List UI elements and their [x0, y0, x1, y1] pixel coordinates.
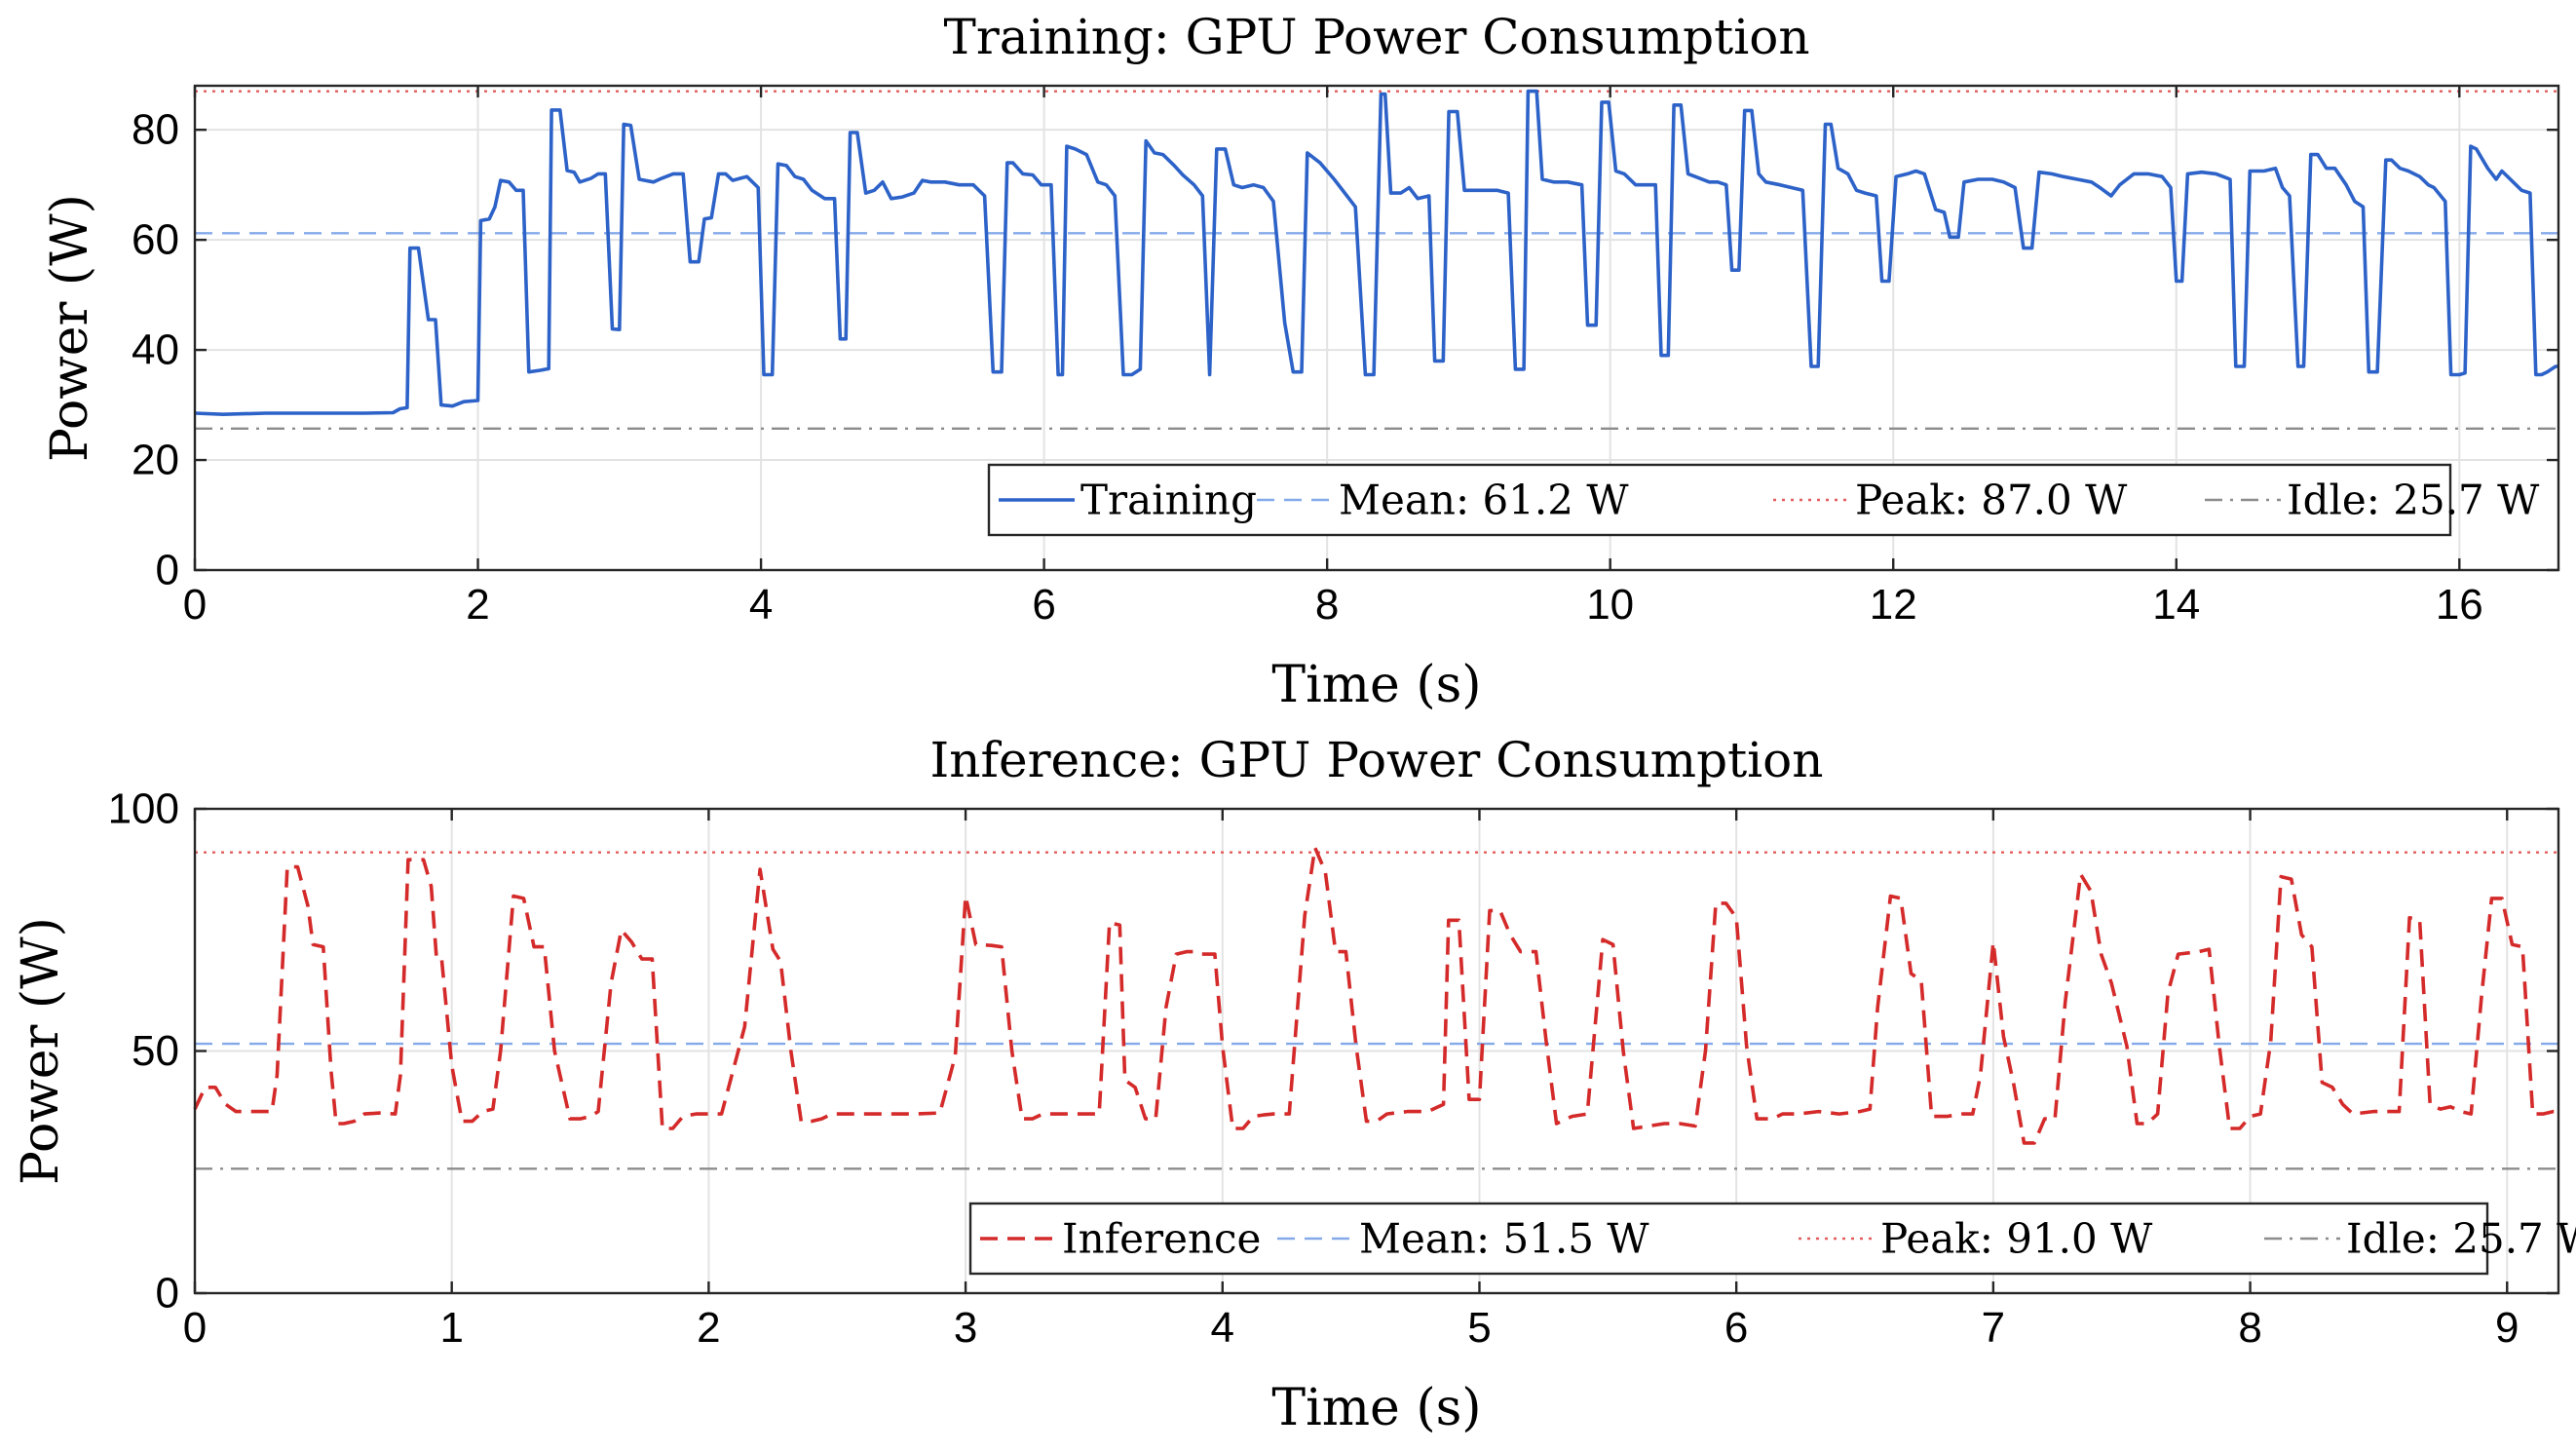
inference-chart-panel: Inference: GPU Power Consumption Time (s…: [12, 732, 2576, 1437]
y-tick-label: 0: [156, 1270, 179, 1318]
legend: Training Mean: 61.2 W Peak: 87.0 W Idle: 25…: [987, 463, 2540, 537]
plot-frame: [193, 84, 2560, 572]
x-tick-label: 0: [183, 1304, 207, 1352]
y-axis-label: Power (W): [12, 917, 70, 1185]
y-tick-label: 40: [132, 326, 179, 374]
y-tick-label: 80: [132, 106, 179, 154]
legend-label: Peak: 91.0 W: [1880, 1215, 2153, 1263]
x-axis-label: Time (s): [1271, 1379, 1481, 1437]
legend-label: Training: [1080, 477, 1257, 524]
chart-title: Training: GPU Power Consumption: [943, 9, 1809, 65]
x-tick-label: 7: [1982, 1304, 2005, 1352]
x-axis-label: Time (s): [1271, 656, 1481, 714]
legend-label: Idle: 25.7 W: [2287, 477, 2540, 524]
x-tick-label: 1: [439, 1304, 463, 1352]
x-tick-label: 2: [697, 1304, 720, 1352]
x-tick-label: 0: [183, 581, 207, 629]
x-tick-label: 9: [2495, 1304, 2519, 1352]
x-tick-label: 8: [2238, 1304, 2261, 1352]
x-tick-label: 14: [2152, 581, 2200, 629]
legend-label: Inference: [1062, 1215, 1261, 1263]
y-tick-label: 60: [132, 216, 179, 264]
y-tick-label: 20: [132, 437, 179, 484]
chart-title: Inference: GPU Power Consumption: [930, 732, 1824, 788]
data-series-line: [194, 89, 2558, 416]
x-tick-label: 6: [1724, 1304, 1748, 1352]
y-axis-label: Power (W): [41, 194, 99, 462]
x-tick-label: 6: [1032, 581, 1055, 629]
legend-label: Idle: 25.7 W: [2346, 1215, 2576, 1263]
legend-label: Mean: 51.5 W: [1359, 1215, 1649, 1263]
x-tick-label: 4: [1211, 1304, 1234, 1352]
x-tick-label: 4: [749, 581, 773, 629]
x-tick-label: 12: [1870, 581, 1917, 629]
legend: Inference Mean: 51.5 W Peak: 91.0 W Idle: 2…: [968, 1202, 2576, 1276]
y-tick-label: 100: [108, 785, 179, 833]
legend-label: Mean: 61.2 W: [1339, 477, 1629, 524]
x-tick-label: 10: [1586, 581, 1634, 629]
x-tick-label: 3: [954, 1304, 977, 1352]
x-tick-label: 16: [2436, 581, 2483, 629]
x-tick-label: 2: [466, 581, 489, 629]
legend-box: [968, 1202, 2489, 1276]
x-tick-label: 8: [1315, 581, 1339, 629]
training-chart-panel: Training: GPU Power Consumption Time (s)…: [41, 9, 2560, 714]
x-tick-label: 5: [1467, 1304, 1491, 1352]
legend-label: Peak: 87.0 W: [1855, 477, 2128, 524]
y-tick-label: 0: [156, 547, 179, 594]
data-series-line: [193, 846, 2558, 1145]
y-tick-label: 50: [132, 1027, 179, 1075]
